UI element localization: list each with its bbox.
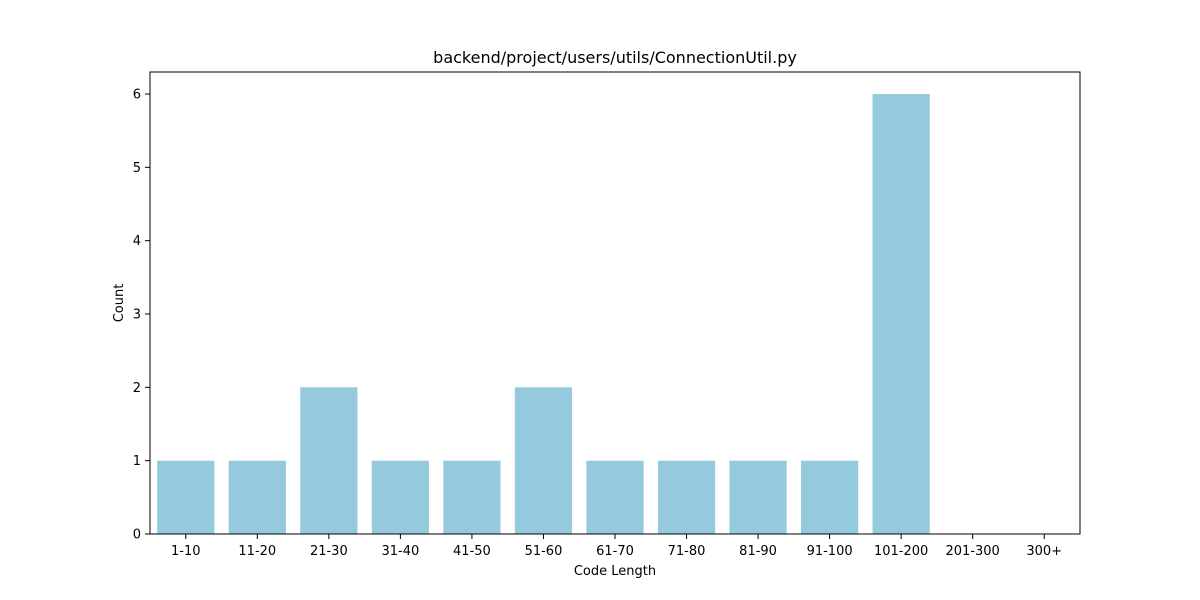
x-tick-label: 31-40	[381, 544, 419, 559]
bar-101-200	[872, 94, 930, 534]
bar-1-10	[157, 460, 215, 534]
plot-frame	[149, 71, 1081, 535]
y-tick-label: 4	[133, 234, 141, 249]
bar-11-20	[228, 460, 286, 534]
chart-title: backend/project/users/utils/ConnectionUt…	[433, 48, 797, 67]
bar-81-90	[729, 460, 787, 534]
bar-91-100	[801, 460, 859, 534]
x-tick-label: 201-300	[946, 544, 1000, 559]
y-tick-label: 5	[133, 161, 141, 176]
y-axis-ticks: 0 1 2 3 4 5 6	[133, 88, 150, 543]
x-tick-label: 300+	[1026, 544, 1062, 559]
bar-41-50	[443, 460, 501, 534]
y-tick-label: 3	[133, 308, 141, 323]
y-tick-label: 1	[133, 454, 141, 469]
x-axis-label: Code Length	[574, 564, 656, 579]
bars-group	[157, 94, 930, 534]
x-tick-label: 91-100	[807, 544, 853, 559]
bar-21-30	[300, 387, 358, 534]
bar-51-60	[514, 387, 573, 534]
x-tick-label: 51-60	[525, 544, 563, 559]
x-tick-label: 41-50	[453, 544, 491, 559]
x-axis-ticks: 1-10 11-20 21-30 31-40 41-50 51-60 61-70 71-80 8…	[171, 534, 1062, 559]
x-tick-label: 61-70	[596, 544, 634, 559]
x-tick-label: 101-200	[874, 544, 928, 559]
y-tick-label: 2	[133, 381, 141, 396]
x-tick-label: 1-10	[171, 544, 201, 559]
y-axis-label: Count	[112, 284, 127, 323]
x-tick-label: 81-90	[739, 544, 777, 559]
y-tick-label: 6	[133, 88, 141, 103]
bar-31-40	[371, 460, 429, 534]
bar-61-70	[586, 460, 644, 534]
bar-71-80	[657, 460, 716, 534]
y-tick-label: 0	[133, 528, 141, 543]
x-tick-label: 11-20	[238, 544, 276, 559]
x-tick-label: 21-30	[310, 544, 348, 559]
x-tick-label: 71-80	[668, 544, 706, 559]
